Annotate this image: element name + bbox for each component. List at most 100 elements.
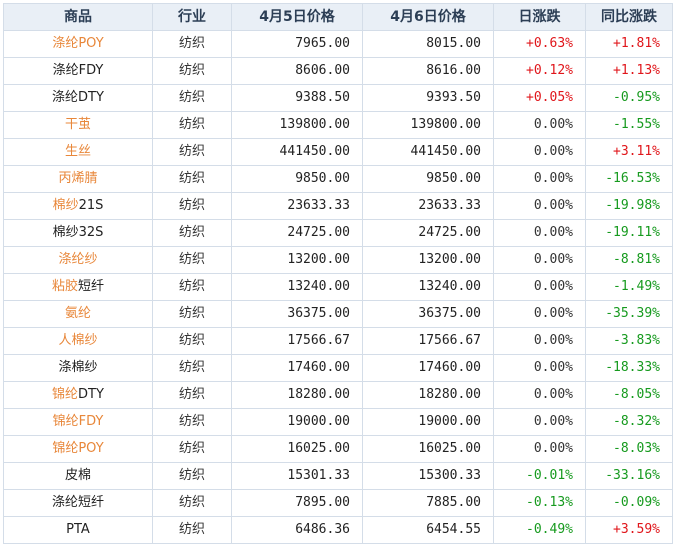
- table-row: 皮棉 纺织 15301.33 15300.33 -0.01% -33.16%: [3, 462, 673, 490]
- industry-cell: 纺织: [152, 273, 232, 301]
- price-apr6-cell: 6454.55: [362, 516, 494, 544]
- industry-cell: 纺织: [152, 300, 232, 328]
- product-link[interactable]: 涤纶纱: [58, 252, 98, 267]
- header-yoy-change: 同比涨跌: [585, 3, 673, 31]
- yoy-change-cell: -0.95%: [585, 84, 673, 112]
- product-name: 涤纶DTY: [52, 90, 104, 105]
- price-apr6-cell: 18280.00: [362, 381, 494, 409]
- daily-change-cell: 0.00%: [493, 273, 586, 301]
- table-row: 锦纶POY 纺织 16025.00 16025.00 0.00% -8.03%: [3, 435, 673, 463]
- table-row: PTA 纺织 6486.36 6454.55 -0.49% +3.59%: [3, 516, 673, 544]
- daily-change-cell: 0.00%: [493, 165, 586, 193]
- product-name: 涤纶短纤: [51, 495, 104, 510]
- yoy-change-cell: -19.98%: [585, 192, 673, 220]
- price-apr6-cell: 17566.67: [362, 327, 494, 355]
- product-link[interactable]: 锦纶: [52, 387, 79, 402]
- daily-change-cell: +0.12%: [493, 57, 586, 85]
- product-name-cell[interactable]: 棉纱21S: [3, 192, 153, 220]
- product-link[interactable]: 棉纱: [52, 198, 79, 213]
- price-apr5-cell: 24725.00: [231, 219, 363, 247]
- table-row: 粘胶短纤 纺织 13240.00 13240.00 0.00% -1.49%: [3, 273, 673, 301]
- table-row: 棉纱32S 纺织 24725.00 24725.00 0.00% -19.11%: [3, 219, 673, 247]
- price-apr5-cell: 17566.67: [231, 327, 363, 355]
- price-apr5-cell: 9388.50: [231, 84, 363, 112]
- yoy-change-cell: +1.81%: [585, 30, 673, 58]
- industry-cell: 纺织: [152, 84, 232, 112]
- price-apr5-cell: 13200.00: [231, 246, 363, 274]
- product-link[interactable]: 涤纶POY: [52, 36, 104, 51]
- yoy-change-cell: -3.83%: [585, 327, 673, 355]
- product-link[interactable]: 氨纶: [64, 306, 91, 321]
- industry-cell: 纺织: [152, 111, 232, 139]
- product-link[interactable]: 锦纶FDY: [52, 414, 104, 429]
- product-name-cell[interactable]: 人棉纱: [3, 327, 153, 355]
- table-row: 干茧 纺织 139800.00 139800.00 0.00% -1.55%: [3, 111, 673, 139]
- industry-cell: 纺织: [152, 435, 232, 463]
- product-link[interactable]: 丙烯腈: [58, 171, 98, 186]
- daily-change-cell: 0.00%: [493, 435, 586, 463]
- product-link[interactable]: 人棉纱: [58, 333, 98, 348]
- yoy-change-cell: -33.16%: [585, 462, 673, 490]
- header-price-apr6: 4月6日价格: [362, 3, 494, 31]
- price-apr6-cell: 24725.00: [362, 219, 494, 247]
- price-apr5-cell: 23633.33: [231, 192, 363, 220]
- price-apr6-cell: 13200.00: [362, 246, 494, 274]
- product-name-suffix: DTY: [78, 387, 104, 402]
- industry-cell: 纺织: [152, 165, 232, 193]
- product-link[interactable]: 锦纶POY: [52, 441, 104, 456]
- price-apr6-cell: 23633.33: [362, 192, 494, 220]
- product-name-cell: PTA: [3, 516, 153, 544]
- product-link[interactable]: 粘胶: [51, 279, 78, 294]
- product-name-cell[interactable]: 氨纶: [3, 300, 153, 328]
- yoy-change-cell: -1.49%: [585, 273, 673, 301]
- table-row: 氨纶 纺织 36375.00 36375.00 0.00% -35.39%: [3, 300, 673, 328]
- product-name-cell[interactable]: 涤纶纱: [3, 246, 153, 274]
- price-apr6-cell: 8616.00: [362, 57, 494, 85]
- daily-change-cell: +0.05%: [493, 84, 586, 112]
- price-apr5-cell: 17460.00: [231, 354, 363, 382]
- price-apr6-cell: 15300.33: [362, 462, 494, 490]
- product-name-cell[interactable]: 丙烯腈: [3, 165, 153, 193]
- industry-cell: 纺织: [152, 381, 232, 409]
- table-row: 涤纶短纤 纺织 7895.00 7885.00 -0.13% -0.09%: [3, 489, 673, 517]
- table-row: 人棉纱 纺织 17566.67 17566.67 0.00% -3.83%: [3, 327, 673, 355]
- product-name-suffix: 短纤: [78, 279, 105, 294]
- product-name-cell[interactable]: 涤纶POY: [3, 30, 153, 58]
- industry-cell: 纺织: [152, 489, 232, 517]
- product-name: 涤棉纱: [58, 360, 98, 375]
- daily-change-cell: 0.00%: [493, 219, 586, 247]
- price-apr5-cell: 18280.00: [231, 381, 363, 409]
- price-apr6-cell: 9850.00: [362, 165, 494, 193]
- price-apr6-cell: 9393.50: [362, 84, 494, 112]
- price-apr5-cell: 7965.00: [231, 30, 363, 58]
- product-name-cell[interactable]: 锦纶POY: [3, 435, 153, 463]
- yoy-change-cell: -8.05%: [585, 381, 673, 409]
- yoy-change-cell: -19.11%: [585, 219, 673, 247]
- table-row: 涤棉纱 纺织 17460.00 17460.00 0.00% -18.33%: [3, 354, 673, 382]
- price-apr5-cell: 36375.00: [231, 300, 363, 328]
- price-apr6-cell: 8015.00: [362, 30, 494, 58]
- table-header-row: 商品 行业 4月5日价格 4月6日价格 日涨跌 同比涨跌: [3, 3, 673, 31]
- industry-cell: 纺织: [152, 138, 232, 166]
- price-apr6-cell: 36375.00: [362, 300, 494, 328]
- product-name-cell[interactable]: 干茧: [3, 111, 153, 139]
- product-name-cell: 涤纶FDY: [3, 57, 153, 85]
- price-apr6-cell: 7885.00: [362, 489, 494, 517]
- industry-cell: 纺织: [152, 246, 232, 274]
- product-name-cell[interactable]: 生丝: [3, 138, 153, 166]
- industry-cell: 纺织: [152, 408, 232, 436]
- daily-change-cell: 0.00%: [493, 138, 586, 166]
- product-name-cell[interactable]: 粘胶短纤: [3, 273, 153, 301]
- daily-change-cell: -0.01%: [493, 462, 586, 490]
- industry-cell: 纺织: [152, 462, 232, 490]
- product-name-cell[interactable]: 锦纶FDY: [3, 408, 153, 436]
- table-row: 涤纶DTY 纺织 9388.50 9393.50 +0.05% -0.95%: [3, 84, 673, 112]
- price-apr5-cell: 13240.00: [231, 273, 363, 301]
- yoy-change-cell: -8.03%: [585, 435, 673, 463]
- product-link[interactable]: 生丝: [64, 144, 91, 159]
- yoy-change-cell: -1.55%: [585, 111, 673, 139]
- daily-change-cell: 0.00%: [493, 192, 586, 220]
- product-name-suffix: 21S: [78, 198, 104, 213]
- product-link[interactable]: 干茧: [64, 117, 91, 132]
- product-name-cell[interactable]: 锦纶DTY: [3, 381, 153, 409]
